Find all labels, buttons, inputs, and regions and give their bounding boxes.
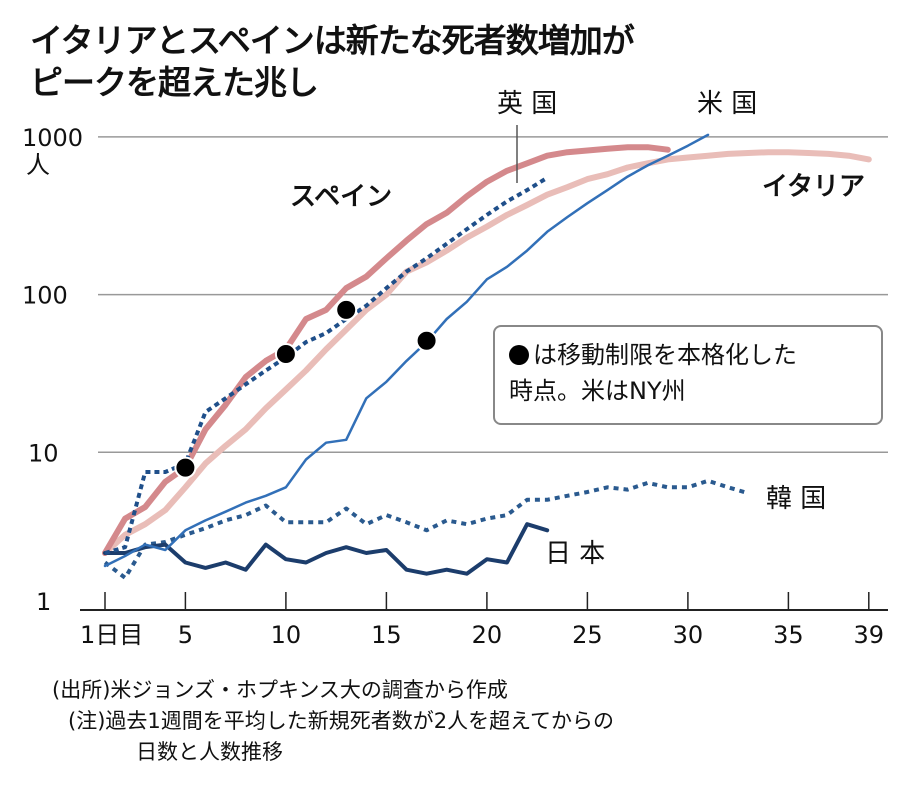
legend-line-1: は移動制限を本格化した [533,341,797,369]
x-tick-label: 1日目 [80,621,143,649]
x-tick-label: 10 [271,621,302,649]
series-line-korea [103,478,749,580]
lockdown-point [335,298,358,321]
footnote-line-2: 日数と人数推移 [136,740,283,764]
lockdown-point [274,343,297,366]
y-axis-unit: 人 [26,151,50,179]
legend-line-2: 時点。米はNY州 [509,377,686,405]
series-line-spain [102,144,671,556]
y-tick-label: 1 [36,588,51,616]
series-line-italy [102,149,872,556]
footnote-line-1: (注)過去1週間を平均した新規死者数が2人を超えてからの [68,709,615,733]
y-tick-label: 1000 [22,124,83,152]
x-tick-label: 35 [773,621,804,649]
series-label-japan: 日 本 [545,539,605,569]
series-line-japan [103,522,550,576]
series-label-uk: 英 国 [497,89,557,119]
lockdown-point [415,329,438,352]
series-label-spain: スペイン [290,182,392,212]
x-tick-label: 25 [572,621,603,649]
series-label-us: 米 国 [697,89,757,119]
x-tick-label: 20 [472,621,503,649]
series-label-korea: 韓 国 [766,484,826,514]
y-tick-label: 10 [28,439,59,467]
lockdown-dot-icon [509,345,529,365]
x-tick-label: 30 [673,621,704,649]
series-line-uk [104,176,549,555]
series-label-italy: イタリア [762,172,865,202]
lockdown-point [174,456,197,479]
x-tick-label: 5 [178,621,193,649]
x-tick-label: 15 [371,621,402,649]
y-tick-label: 100 [22,282,68,310]
source-note: (出所)米ジョンズ・ホプキンス大の調査から作成 [52,678,508,702]
chart-title-line-2: ピークを超えた兆し [30,63,319,102]
x-tick-label: 39 [854,621,885,649]
chart-title-line-1: イタリアとスペインは新たな死者数増加が [30,21,635,60]
series-line-us [103,133,710,568]
legend-box: は移動制限を本格化した 時点。米はNY州 [493,325,883,425]
